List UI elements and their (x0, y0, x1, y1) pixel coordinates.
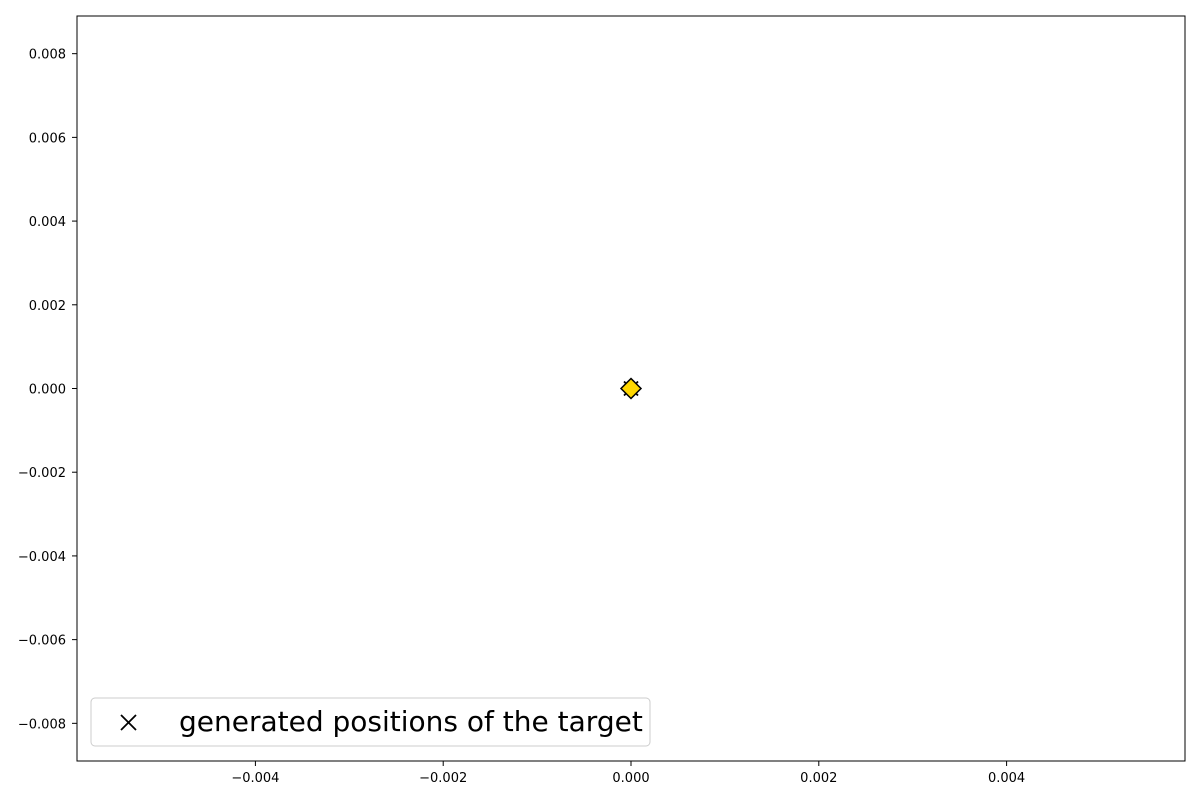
diamond-point (619, 377, 643, 400)
y-tick-label: 0.004 (29, 215, 66, 230)
legend-marker-x-icon (120, 714, 137, 731)
legend-box (90, 697, 651, 747)
y-tick-label: 0.006 (29, 131, 66, 146)
y-tick-label: 0.002 (29, 299, 66, 314)
x-tick-label: −0.004 (231, 771, 279, 786)
x-tick-label: 0.000 (612, 771, 649, 786)
y-tick-label: 0.008 (29, 48, 66, 63)
y-tick-label: 0.000 (29, 383, 66, 398)
y-axis: 0.008 0.006 0.004 0.002 0.000 −0.002 −0.004 −0.… (18, 48, 77, 732)
legend: generated positions of the target (90, 697, 651, 747)
y-tick-label: −0.008 (18, 717, 66, 732)
y-tick-label: −0.004 (18, 550, 66, 565)
y-tick-label: −0.002 (18, 466, 66, 481)
x-tick-label: 0.004 (988, 771, 1025, 786)
data-layer (619, 377, 643, 400)
x-tick-label: 0.002 (800, 771, 837, 786)
y-tick-label: −0.006 (18, 634, 66, 649)
x-axis: −0.004 −0.002 0.000 0.002 0.004 (231, 761, 1025, 786)
x-tick-label: −0.002 (419, 771, 467, 786)
legend-label: generated positions of the target (179, 705, 643, 738)
